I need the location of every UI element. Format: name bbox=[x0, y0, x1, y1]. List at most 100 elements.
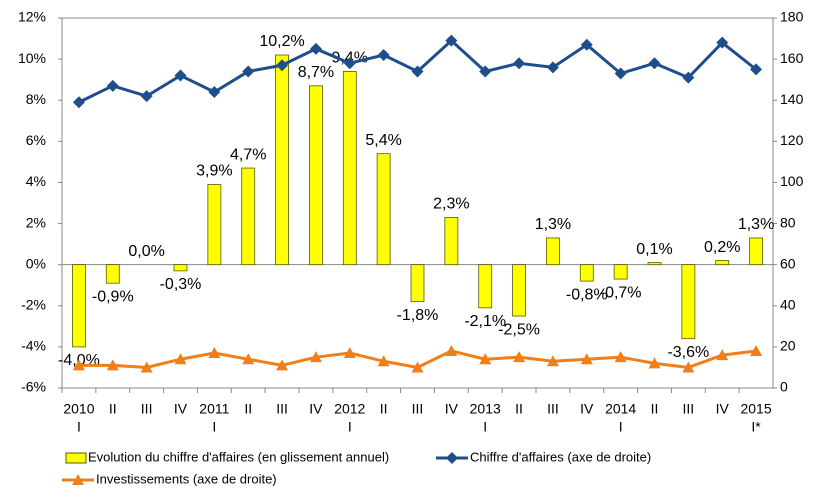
x-tick-label: I bbox=[212, 419, 216, 435]
x-tick-label: 2015 bbox=[740, 401, 771, 417]
marker bbox=[106, 79, 119, 92]
marker bbox=[682, 361, 695, 373]
marker bbox=[72, 474, 84, 485]
y2-tick-label: 100 bbox=[780, 173, 804, 189]
data-label: -0,3% bbox=[160, 276, 202, 293]
marker bbox=[614, 67, 627, 80]
marker bbox=[174, 69, 187, 82]
bar bbox=[512, 264, 526, 317]
y-tick-label: 6% bbox=[26, 132, 46, 148]
y2-tick-label: 140 bbox=[780, 91, 804, 107]
y-tick-label: 0% bbox=[26, 255, 46, 271]
data-label: 10,2% bbox=[259, 33, 304, 50]
data-label: 3,9% bbox=[196, 163, 232, 180]
marker bbox=[208, 86, 221, 98]
bar bbox=[241, 167, 256, 266]
marker bbox=[614, 351, 627, 363]
marker bbox=[174, 353, 187, 365]
y2-tick-label: 160 bbox=[780, 50, 804, 66]
data-label: -0,8% bbox=[566, 286, 608, 303]
bar bbox=[309, 85, 323, 266]
marker bbox=[309, 351, 322, 363]
bar bbox=[749, 237, 763, 266]
bar bbox=[410, 264, 425, 303]
x-tick-label: II bbox=[244, 401, 252, 417]
marker bbox=[72, 96, 85, 109]
marker bbox=[513, 351, 526, 363]
data-label: -2,5% bbox=[498, 321, 540, 338]
data-label: 1,3% bbox=[535, 216, 571, 233]
y-tick-label: -2% bbox=[21, 296, 46, 312]
bar bbox=[376, 153, 391, 266]
x-tick-label: II bbox=[651, 401, 659, 417]
plot-area bbox=[61, 17, 774, 389]
marker bbox=[242, 353, 255, 365]
x-tick-label: IV bbox=[445, 401, 459, 417]
data-label: 5,4% bbox=[365, 132, 401, 149]
data-label: -3,6% bbox=[667, 344, 709, 361]
marker bbox=[648, 57, 661, 70]
data-label: 0,1% bbox=[636, 241, 672, 258]
marker bbox=[276, 359, 289, 371]
bar bbox=[275, 54, 289, 266]
marker bbox=[513, 57, 526, 70]
x-tick-label: IV bbox=[716, 401, 730, 417]
x-tick-label: III bbox=[141, 401, 153, 417]
x-tick-label: II bbox=[380, 401, 388, 417]
marker bbox=[750, 345, 763, 356]
bar bbox=[715, 260, 730, 266]
marker bbox=[72, 359, 85, 371]
x-tick-label: III bbox=[547, 401, 559, 417]
marker bbox=[580, 353, 593, 365]
bar bbox=[647, 262, 662, 266]
x-tick-label: IV bbox=[174, 401, 188, 417]
x-tick-label: I bbox=[77, 419, 81, 435]
y2-tick-label: 120 bbox=[780, 132, 804, 148]
marker bbox=[343, 57, 356, 70]
y-tick-label: 10% bbox=[18, 50, 46, 66]
y-tick-label: 2% bbox=[26, 214, 46, 230]
marker bbox=[445, 34, 458, 47]
y-tick-label: 4% bbox=[26, 173, 46, 189]
data-label: -1,8% bbox=[397, 307, 439, 324]
marker bbox=[411, 361, 424, 373]
x-tick-label: IV bbox=[580, 401, 594, 417]
legend-label: Evolution du chiffre d'affaires (en glis… bbox=[88, 449, 389, 464]
data-label: -0,9% bbox=[92, 288, 134, 305]
data-label: 0,0% bbox=[128, 243, 164, 260]
y2-tick-label: 0 bbox=[780, 379, 788, 395]
x-tick-label: II bbox=[515, 401, 523, 417]
y2-tick-label: 80 bbox=[780, 214, 796, 230]
x-tick-label: II bbox=[109, 401, 117, 417]
y2-tick-label: 180 bbox=[780, 9, 804, 25]
x-tick-label: III bbox=[412, 401, 424, 417]
marker bbox=[106, 359, 119, 371]
x-tick-label: I* bbox=[751, 419, 761, 435]
data-label: 2,3% bbox=[433, 196, 469, 213]
x-tick-label: IV bbox=[309, 401, 323, 417]
marker bbox=[546, 61, 559, 74]
marker bbox=[716, 349, 729, 361]
bar bbox=[478, 264, 493, 309]
data-label: 0,2% bbox=[704, 239, 740, 256]
bar bbox=[546, 237, 560, 266]
marker bbox=[479, 353, 492, 365]
marker bbox=[580, 38, 593, 51]
marker bbox=[648, 357, 661, 369]
y-tick-label: -4% bbox=[21, 338, 46, 354]
data-label: -2,1% bbox=[464, 313, 506, 330]
marker bbox=[242, 65, 255, 78]
marker bbox=[446, 452, 458, 464]
marker bbox=[682, 71, 695, 84]
bar bbox=[579, 264, 594, 282]
data-label: -0,7% bbox=[600, 284, 642, 301]
bar bbox=[444, 216, 459, 266]
marker bbox=[479, 65, 492, 78]
bar bbox=[681, 264, 696, 340]
marker bbox=[377, 49, 390, 61]
x-tick-label: 2012 bbox=[334, 401, 365, 417]
x-tick-label: 2014 bbox=[605, 401, 636, 417]
data-label: 8,7% bbox=[298, 64, 334, 81]
data-label: 4,7% bbox=[230, 146, 266, 163]
legend-label: Investissements (axe de droite) bbox=[96, 471, 277, 486]
